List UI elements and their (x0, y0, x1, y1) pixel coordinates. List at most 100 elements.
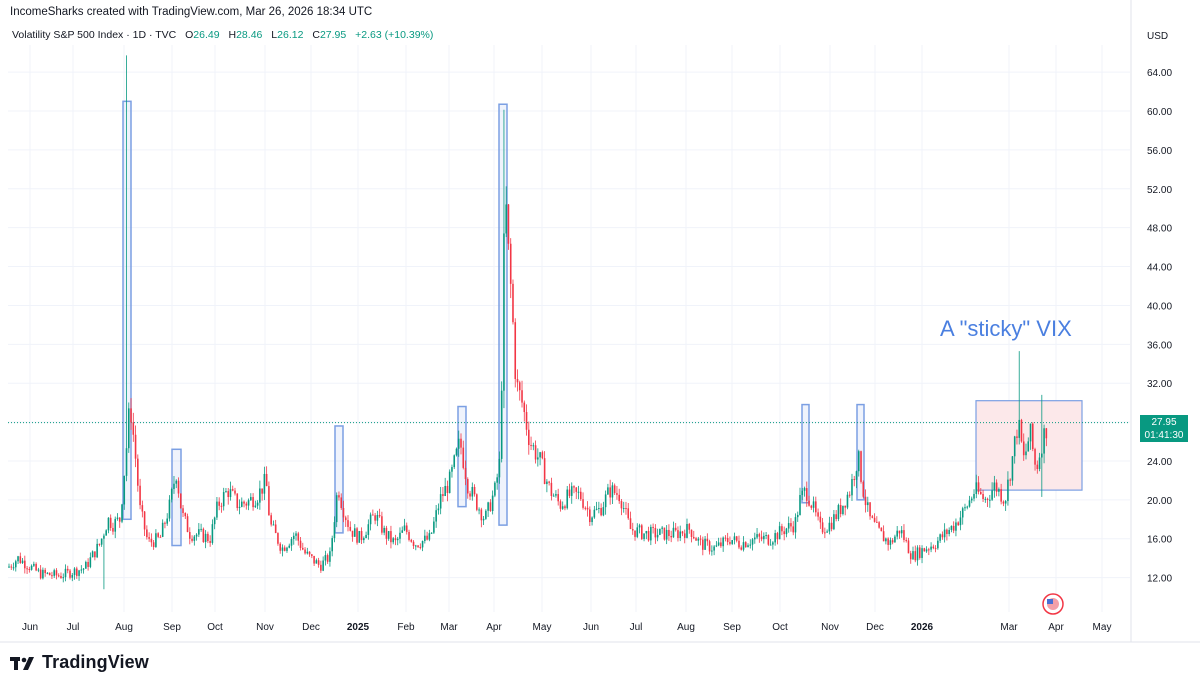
candle-body (451, 467, 453, 472)
candle-body (851, 479, 853, 496)
candle-body (37, 569, 40, 571)
last-price-tag: 27.95 01:41:30 (1140, 415, 1188, 442)
candle-body (864, 496, 867, 506)
candle-body (907, 540, 910, 554)
candle-body (89, 557, 92, 567)
candle-body (304, 549, 306, 554)
candle-body (87, 561, 89, 567)
candle-body (720, 542, 722, 547)
candle-body (152, 542, 155, 547)
candle-body (735, 536, 738, 541)
candle-body (828, 522, 831, 532)
candle-body (473, 486, 476, 495)
candle-body (713, 546, 715, 551)
candle-body (433, 521, 435, 533)
candle-body (62, 577, 65, 579)
candle-body (512, 283, 514, 323)
price-tick-label: 44.00 (1147, 263, 1172, 274)
candle-body (941, 534, 944, 538)
candle-body (46, 572, 49, 574)
price-tick-label: 20.00 (1147, 496, 1172, 507)
candle-body (351, 530, 354, 537)
candle-body (487, 502, 489, 511)
candle-body (760, 536, 763, 540)
candle-body (259, 488, 261, 503)
candle-body (213, 517, 216, 525)
candle-body (810, 505, 813, 508)
candle-body (1025, 451, 1027, 456)
candle-body (489, 502, 492, 511)
candle-body (448, 471, 451, 493)
candle-body (211, 524, 214, 543)
time-tick-label: Aug (115, 622, 133, 633)
candle-body (403, 525, 406, 531)
candle-body (353, 528, 356, 537)
candle-body (959, 517, 962, 526)
candle-body (923, 548, 926, 552)
candle-body (650, 526, 652, 541)
candle-body (523, 402, 526, 413)
candle-body (363, 538, 365, 541)
candle-body (812, 501, 815, 508)
candle-body (331, 538, 333, 552)
symbol-name[interactable]: Volatility S&P 500 Index · 1D · TVC (12, 29, 177, 41)
close-label: C (312, 29, 320, 41)
candle-body (464, 467, 467, 480)
time-tick-label: Sep (163, 622, 181, 633)
candle-body (792, 526, 795, 533)
candle-body (121, 504, 123, 522)
close-value: 27.95 (319, 29, 347, 41)
candle-body (622, 508, 625, 510)
candle-body (252, 497, 254, 508)
candle-body (344, 517, 347, 521)
time-tick-label: Mar (1000, 622, 1018, 633)
time-tick-label: Dec (302, 622, 320, 633)
candle-body (885, 538, 887, 542)
candle-body (659, 528, 661, 535)
candle-body (191, 538, 193, 541)
us-flag-icon[interactable] (1042, 593, 1064, 615)
tradingview-logo-icon (10, 656, 34, 670)
candle-body (372, 514, 374, 516)
candle-body (749, 544, 752, 546)
candle-body (1022, 441, 1025, 456)
candle-body (867, 502, 869, 506)
candle-body (853, 479, 856, 481)
candle-body (500, 390, 503, 459)
candle-body (394, 538, 397, 541)
time-tick-label: 2026 (911, 622, 934, 633)
candle-body (794, 517, 797, 533)
candle-body (803, 488, 806, 491)
candle-body (60, 576, 62, 579)
tradingview-brand[interactable]: TradingView (10, 652, 149, 673)
candle-body (842, 505, 844, 515)
candle-body (641, 525, 643, 540)
candle-body (1020, 419, 1023, 442)
candle-body (1009, 479, 1011, 481)
candle-body (573, 486, 575, 488)
candle-body (525, 412, 528, 430)
candle-body (726, 538, 729, 543)
candle-body (71, 574, 74, 578)
candle-body (202, 528, 205, 543)
candle-body (982, 493, 984, 500)
candle-body (516, 378, 519, 383)
candle-body (204, 533, 207, 543)
candle-body (518, 382, 521, 391)
candle-body (19, 556, 22, 563)
candle-body (613, 485, 616, 494)
candle-body (374, 515, 376, 521)
last-price: 27.95 (1151, 417, 1177, 428)
price-axis: 12.0016.0020.0024.0028.0032.0036.0040.00… (1130, 0, 1172, 642)
candle-body (33, 563, 35, 566)
candle-body (401, 530, 404, 533)
candle-body (338, 495, 340, 498)
candle-body (166, 518, 168, 524)
candle-body (356, 528, 358, 543)
candle-body (645, 531, 648, 534)
candle-body (891, 540, 894, 543)
candle-body (125, 448, 128, 476)
candle-body (765, 535, 767, 537)
candle-body (876, 521, 878, 523)
